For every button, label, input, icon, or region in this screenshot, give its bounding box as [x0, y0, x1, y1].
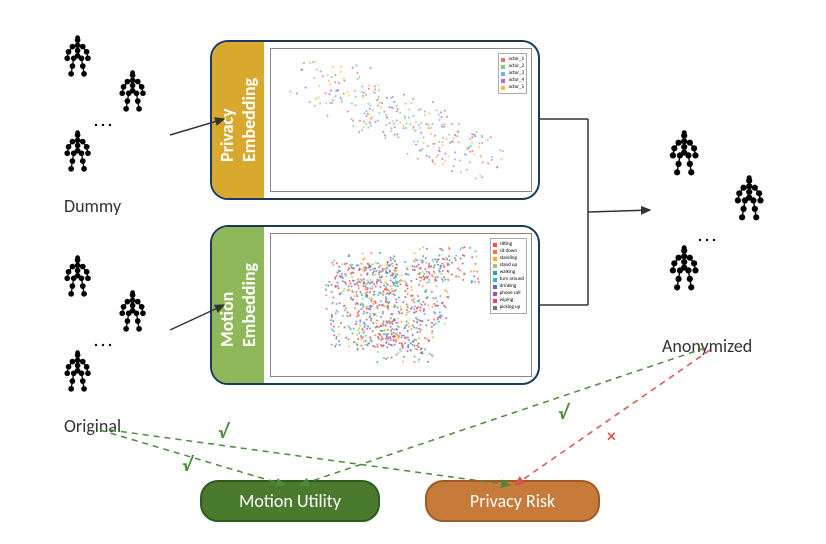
- privacy-embedding-box: PrivacyEmbedding actor_1actor_2actor_3ac…: [210, 40, 540, 200]
- anonymized-skeletons: [655, 130, 815, 340]
- privacy-risk-button: Privacy Risk: [425, 480, 600, 522]
- motion-scatter: sittingsit downstandingstand upwalkingtu…: [270, 233, 532, 377]
- privacy-embedding-tag: PrivacyEmbedding: [212, 42, 264, 198]
- original-label: Original: [64, 415, 121, 437]
- original-skeletons: [60, 255, 210, 425]
- check-mark-3: √: [558, 401, 568, 425]
- motion-embedding-tag: MotionEmbedding: [212, 227, 264, 383]
- privacy-scatter: actor_1actor_2actor_3actor_4actor_5: [270, 48, 532, 192]
- cross-mark: ×: [607, 425, 616, 447]
- anonymized-label: Anonymized: [662, 335, 752, 357]
- dummy-label: Dummy: [64, 195, 121, 217]
- motion-utility-button: Motion Utility: [200, 480, 380, 522]
- check-mark-2: √: [218, 420, 228, 444]
- check-mark-1: √: [182, 453, 192, 477]
- motion-utility-label: Motion Utility: [239, 490, 341, 512]
- motion-embedding-box: MotionEmbedding sittingsit downstandings…: [210, 225, 540, 385]
- privacy-risk-label: Privacy Risk: [470, 490, 555, 512]
- dummy-skeletons: [60, 35, 210, 205]
